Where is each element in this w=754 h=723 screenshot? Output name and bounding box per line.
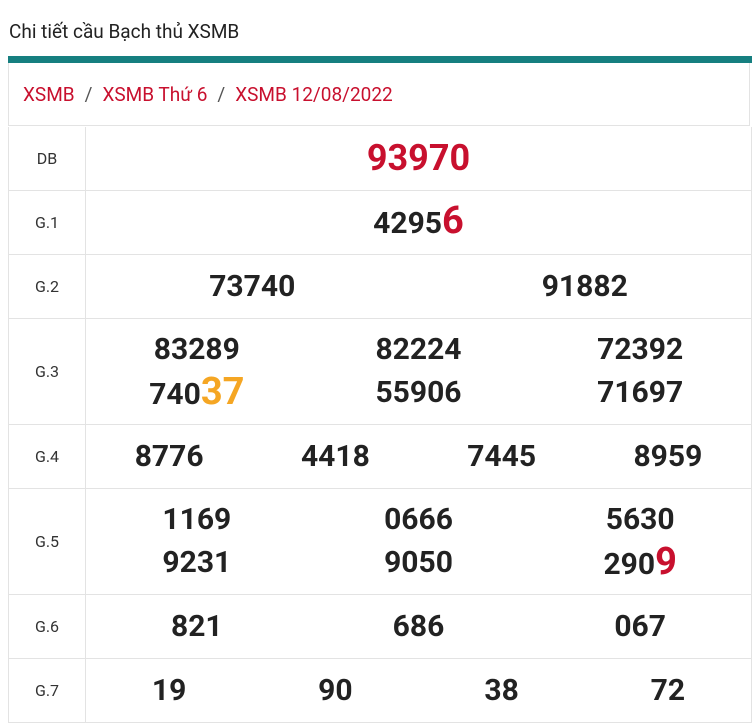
result-number: 2909 xyxy=(529,543,751,583)
prize-numbers: 821 686 067 xyxy=(86,595,751,658)
result-number: 93970 xyxy=(366,137,471,179)
number-highlight: 6 xyxy=(442,199,464,243)
page-title: Chi tiết cầu Bạch thủ XSMB xyxy=(9,20,240,43)
prize-numbers: 42956 xyxy=(86,191,751,254)
prize-numbers: 1169 0666 5630 9231 9050 2909 xyxy=(86,489,751,594)
result-number: 821 xyxy=(171,609,223,644)
prize-label: G.4 xyxy=(9,425,86,488)
result-number: 4418 xyxy=(300,439,370,474)
result-number: 8959 xyxy=(633,439,703,474)
prize-row: G.6 821 686 067 xyxy=(8,595,752,659)
number-highlight: 9 xyxy=(655,539,677,584)
result-number: 83289 xyxy=(153,331,240,367)
result-number: 42956 xyxy=(86,202,751,242)
result-number: 0666 xyxy=(384,501,453,537)
prize-row: G.5 1169 0666 5630 9231 9050 2909 xyxy=(8,489,752,595)
prize-numbers: 8776 4418 7445 8959 xyxy=(86,425,751,488)
breadcrumb-link[interactable]: XSMB 12/08/2022 xyxy=(235,82,393,106)
result-number: 19 xyxy=(151,673,187,708)
breadcrumb-link[interactable]: XSMB Thứ 6 xyxy=(102,82,208,106)
result-number: 9050 xyxy=(384,544,453,580)
prize-row: G.1 42956 xyxy=(8,191,752,255)
result-number: 5630 xyxy=(605,501,675,537)
prize-row: DB 93970 xyxy=(8,127,752,191)
breadcrumb: XSMB / XSMB Thứ 6 / XSMB 12/08/2022 xyxy=(8,63,750,126)
prize-row: G.3 83289 82224 72392 74037 55906 71697 xyxy=(8,319,752,425)
prize-label: DB xyxy=(9,127,86,190)
breadcrumb-separator: / xyxy=(217,82,226,106)
result-number: 73740 xyxy=(209,269,296,304)
breadcrumb-link[interactable]: XSMB xyxy=(23,82,75,106)
number-base: 4295 xyxy=(373,206,443,241)
result-number: 9231 xyxy=(162,544,232,580)
number-highlight: 37 xyxy=(200,369,245,414)
number-base: 740 xyxy=(149,376,201,412)
prize-numbers: 83289 82224 72392 74037 55906 71697 xyxy=(86,319,751,424)
result-number: 1169 xyxy=(162,501,232,537)
prize-label: G.2 xyxy=(9,255,86,318)
result-number: 82224 xyxy=(375,331,462,367)
number-base: 290 xyxy=(603,546,656,582)
result-number: 686 xyxy=(392,609,445,644)
result-number: 7445 xyxy=(467,439,537,474)
result-number: 8776 xyxy=(134,439,204,474)
prize-label: G.6 xyxy=(9,595,86,658)
results-table: DB 93970 G.1 42956 G.2 73740 91882 G.3 83289 8222… xyxy=(8,127,752,723)
header-bar xyxy=(8,56,752,63)
prize-label: G.5 xyxy=(9,489,86,594)
result-number: 91882 xyxy=(541,269,628,304)
result-number: 72392 xyxy=(597,331,684,367)
result-number: 90 xyxy=(318,673,353,708)
result-number: 71697 xyxy=(597,374,684,410)
breadcrumb-separator: / xyxy=(84,82,93,106)
prize-label: G.1 xyxy=(9,191,86,254)
result-number: 067 xyxy=(614,609,666,644)
prize-numbers: 93970 xyxy=(86,127,751,190)
prize-row: G.4 8776 4418 7445 8959 xyxy=(8,425,752,489)
result-number: 74037 xyxy=(86,373,308,413)
result-number: 55906 xyxy=(375,374,462,410)
prize-numbers: 19 90 38 72 xyxy=(86,659,751,722)
prize-label: G.7 xyxy=(9,659,86,722)
result-number: 38 xyxy=(484,673,519,708)
prize-row: G.2 73740 91882 xyxy=(8,255,752,319)
prize-numbers: 73740 91882 xyxy=(86,255,751,318)
result-number: 72 xyxy=(650,673,686,708)
prize-label: G.3 xyxy=(9,319,86,424)
prize-row: G.7 19 90 38 72 xyxy=(8,659,752,723)
